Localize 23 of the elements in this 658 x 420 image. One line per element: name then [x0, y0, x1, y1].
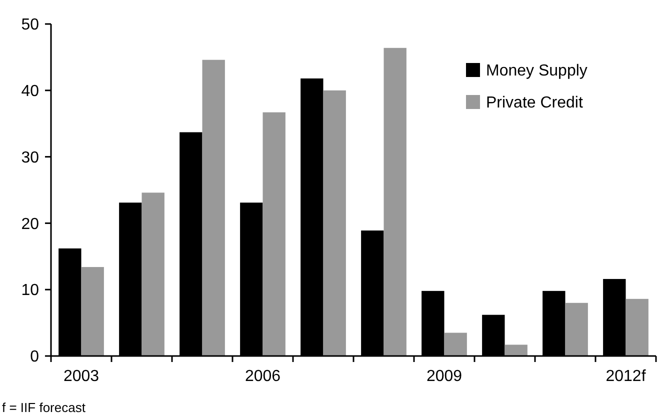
x-tick-label: 2006	[244, 368, 281, 385]
x-tick-label: 2009	[426, 368, 462, 385]
text: f = IIF forecast	[2, 400, 86, 415]
bar	[565, 302, 588, 356]
legend-label: Money Supply	[486, 62, 588, 80]
y-tick-label: 10	[21, 282, 40, 300]
y-tick-label: 20	[21, 216, 40, 233]
bar	[504, 344, 528, 356]
bar	[444, 332, 467, 356]
bar	[626, 298, 648, 356]
x-tick-label: 2012f	[606, 368, 646, 385]
bar	[202, 60, 225, 356]
legend-label: Private Credit	[486, 94, 584, 112]
y-tick-label: 50	[21, 16, 40, 34]
bar	[323, 90, 346, 356]
bar	[384, 48, 406, 356]
y-tick-label: 30	[21, 149, 40, 166]
bar	[142, 192, 164, 356]
y-tick-label: 0	[30, 348, 40, 366]
y-tick-label: 40	[21, 83, 40, 100]
bar	[81, 267, 104, 356]
x-tick-label: 2003	[63, 368, 100, 385]
bar	[262, 112, 286, 356]
